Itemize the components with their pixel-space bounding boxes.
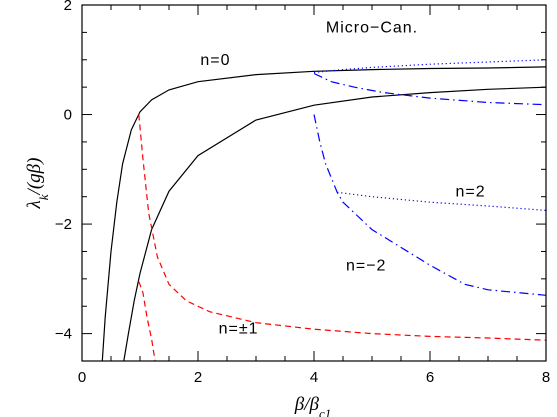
series-line-7-dotted bbox=[337, 191, 547, 211]
y-tick-label: −2 bbox=[55, 216, 72, 233]
annotation-label-3: n=2 bbox=[456, 184, 486, 201]
annotation-label-1: Micro−Can. bbox=[326, 19, 418, 36]
x-tick-label: 4 bbox=[310, 369, 318, 386]
y-tick-label: −4 bbox=[55, 326, 72, 343]
series-line-5-dotted bbox=[313, 59, 547, 73]
series-line-1-solid bbox=[101, 66, 547, 362]
annotation-label-5: n=±1 bbox=[219, 321, 259, 338]
y-axis-title: λk/(gβ) bbox=[24, 158, 51, 210]
annotation-label-2: n=0 bbox=[200, 52, 230, 69]
annotation-label-4: n=−2 bbox=[346, 258, 386, 275]
y-tick-label: 0 bbox=[64, 107, 72, 124]
tick-labels-layer: 0 2 4 6 8 −4 −2 0 2 bbox=[55, 0, 550, 386]
series-line-2-solid bbox=[123, 86, 547, 362]
series-line-4-dashed bbox=[138, 281, 156, 362]
x-tick-label: 0 bbox=[78, 369, 86, 386]
series-layer bbox=[101, 59, 547, 362]
x-tick-label: 8 bbox=[542, 369, 550, 386]
x-tick-label: 6 bbox=[426, 369, 434, 386]
ticks-layer bbox=[81, 4, 547, 362]
series-line-3-dashed bbox=[138, 114, 547, 341]
series-line-8-dashdot bbox=[313, 114, 547, 296]
x-tick-label: 2 bbox=[194, 369, 202, 386]
x-axis-title: β/βc1 bbox=[294, 394, 332, 417]
annotations-layer: Micro−Can. n=0 n=2 n=−2 n=±1 bbox=[200, 19, 486, 338]
series-line-6-dashdot bbox=[313, 72, 547, 106]
y-tick-label: 2 bbox=[64, 0, 72, 14]
